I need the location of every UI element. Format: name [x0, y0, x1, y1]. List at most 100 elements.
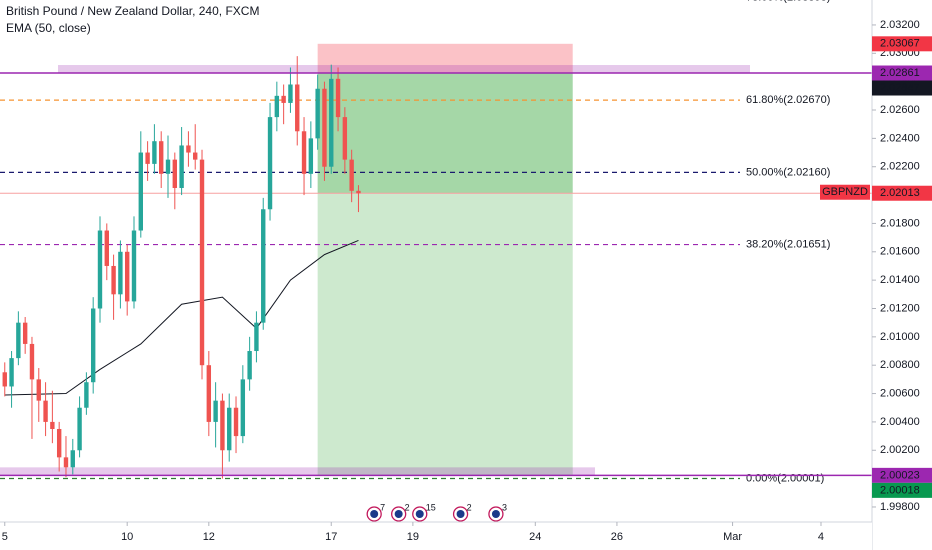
- price-label: 2.02847: [880, 82, 920, 94]
- candle-body: [63, 457, 69, 468]
- y-tick-label: 1.99800: [880, 501, 920, 513]
- price-label: 2.03067: [880, 38, 920, 50]
- y-tick-label: 2.03200: [880, 19, 920, 31]
- candle-body: [104, 230, 109, 266]
- price-label-bg: [872, 185, 932, 201]
- y-tick-label: 2.01800: [880, 217, 920, 229]
- y-tick-label: 2.01400: [880, 274, 920, 286]
- candle-body: [342, 117, 348, 160]
- x-tick-label: 24: [529, 531, 541, 543]
- candle-body: [206, 365, 212, 422]
- fib-label: 38.20%(2.01651): [746, 238, 830, 250]
- x-tick-label: 12: [203, 531, 215, 543]
- candle-body: [2, 372, 7, 387]
- candle-body: [77, 407, 82, 451]
- x-tick-label: 26: [611, 531, 623, 543]
- event-count: 7: [380, 502, 385, 512]
- event-flag-inner: [394, 510, 403, 518]
- candle-body: [261, 209, 266, 323]
- event-flag-inner: [415, 510, 424, 518]
- axes: 2.032002.030002.028002.026002.024002.022…: [2, 19, 932, 543]
- x-tick-label: 17: [325, 531, 337, 543]
- profit-zone-filled: [317, 73, 573, 194]
- x-tick-label: 4: [818, 531, 824, 543]
- candle-body: [22, 322, 28, 344]
- x-tick-label: Mar: [723, 531, 742, 543]
- event-count: 15: [426, 502, 436, 512]
- candle-body: [281, 95, 286, 103]
- event-marker: 15: [412, 502, 436, 522]
- fib-label: 0.00%(2.00001): [746, 472, 824, 484]
- candle-body: [145, 152, 150, 164]
- candle-body: [356, 190, 361, 194]
- candle-body: [247, 351, 252, 380]
- candle-body: [9, 358, 14, 387]
- event-marker: 2: [452, 502, 472, 522]
- candle-body: [131, 230, 137, 302]
- candle-body: [213, 400, 218, 422]
- event-flag-inner: [491, 510, 500, 518]
- candle-body: [70, 450, 75, 468]
- candle-body: [16, 322, 21, 359]
- y-tick-label: 2.02200: [880, 161, 920, 173]
- price-label: 2.00023: [880, 469, 920, 481]
- x-tick-label: 5: [2, 531, 8, 543]
- candle-body: [29, 343, 35, 380]
- event-flag-inner: [370, 510, 379, 518]
- fib-label: 78.60%(2.03393): [746, 0, 830, 3]
- fib-label: 50.00%(2.02160): [746, 166, 830, 178]
- chart-title: British Pound / New Zealand Dollar, 240,…: [6, 4, 259, 18]
- candle-body: [301, 131, 307, 174]
- y-tick-label: 2.00600: [880, 387, 920, 399]
- candle-body: [152, 141, 157, 164]
- candle-body: [124, 251, 130, 302]
- price-label-bg: [872, 80, 932, 96]
- candle-body: [193, 152, 198, 160]
- price-label-bg: [872, 467, 932, 483]
- time-axis-panel: [0, 522, 872, 550]
- event-flag-inner: [456, 510, 465, 518]
- y-tick-label: 2.02600: [880, 104, 920, 116]
- x-tick-label: 19: [407, 531, 419, 543]
- candle-body: [233, 407, 239, 437]
- candle-body: [36, 379, 41, 401]
- candle-body: [295, 84, 300, 132]
- y-tick-label: 2.00200: [880, 444, 920, 456]
- candle-body: [240, 379, 246, 437]
- price-label: 2.02013: [880, 187, 920, 199]
- candle-body: [335, 78, 341, 118]
- profit-zone: [317, 193, 573, 477]
- candle-body: [138, 152, 143, 231]
- candle-body: [288, 84, 293, 103]
- y-tick-label: 2.00400: [880, 416, 920, 428]
- stop-zone: [317, 43, 573, 74]
- candle-body: [199, 159, 205, 366]
- level-band: [0, 467, 595, 476]
- event-marker: 3: [488, 502, 507, 522]
- y-tick-label: 2.00800: [880, 359, 920, 371]
- candle-body: [220, 400, 225, 451]
- candle-body: [179, 145, 184, 188]
- event-count: 3: [502, 502, 507, 512]
- x-tick-label: 10: [121, 531, 133, 543]
- y-tick-label: 2.02400: [880, 132, 920, 144]
- candle-body: [159, 141, 164, 174]
- fib-label: 61.80%(2.02670): [746, 94, 830, 106]
- symbol-label: GBPNZD: [822, 186, 868, 198]
- candle-body: [56, 428, 62, 458]
- candle-body: [84, 382, 89, 408]
- candle-body: [172, 159, 178, 188]
- candle-body: [111, 265, 116, 295]
- event-marker: 7: [366, 502, 385, 522]
- event-marker: 2: [391, 502, 410, 522]
- candle-body: [349, 159, 354, 191]
- candle-body: [329, 78, 334, 167]
- plot: 78.60%(2.03393) 61.80%(2.02670) 50.00%(2.0…: [0, 0, 872, 522]
- event-count: 2: [405, 502, 410, 512]
- candle-body: [227, 407, 232, 451]
- price-label: 2.00018: [880, 484, 920, 496]
- indicator-legend: EMA (50, close): [6, 21, 91, 35]
- candle-body: [118, 251, 123, 295]
- price-label-bg: [872, 65, 932, 81]
